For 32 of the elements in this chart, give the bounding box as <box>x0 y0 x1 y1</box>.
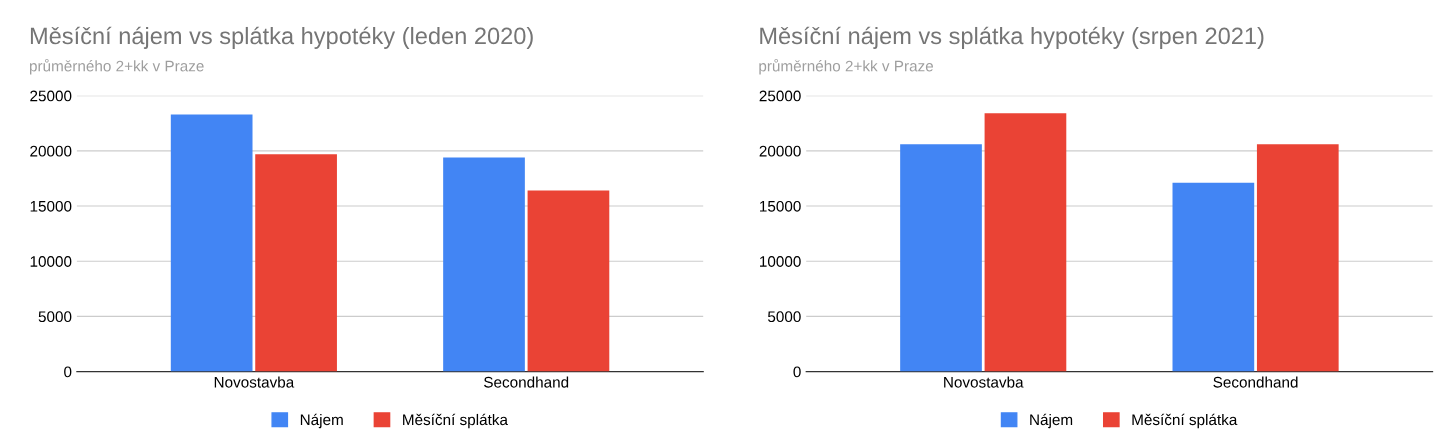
bar <box>443 157 525 372</box>
chart-title: Měsíční nájem vs splátka hypotéky (srpen 2021) <box>760 26 1264 49</box>
y-tick-label: 5000 <box>767 311 801 323</box>
x-tick-label: Secondhand <box>484 376 569 388</box>
y-tick-label: 0 <box>793 366 801 378</box>
legend-label: Nájem <box>1030 413 1073 429</box>
y-tick-label: 15000 <box>760 200 801 212</box>
y-tick-label: 25000 <box>759 90 801 102</box>
chart-title: Měsíční nájem vs splátka hypotéky (leden 2020) <box>30 26 533 49</box>
x-tick-label: Novostavba <box>944 376 1024 388</box>
bar <box>984 113 1067 372</box>
legend-label: Nájem <box>300 413 343 429</box>
bar <box>170 114 253 372</box>
chart-subtitle: průměrného 2+kk v Praze <box>759 59 934 75</box>
y-tick-label: 5000 <box>38 311 72 323</box>
legend-label: Měsíční splátka <box>403 413 508 429</box>
y-tick-label: 10000 <box>760 256 801 267</box>
chart-subtitle: průměrného 2+kk v Praze <box>29 59 204 75</box>
y-tick-label: 0 <box>64 366 72 378</box>
bar <box>255 154 337 372</box>
legend-label: Měsíční splátka <box>1132 413 1238 429</box>
bar <box>527 190 610 372</box>
y-tick-label: 15000 <box>30 200 72 212</box>
bar <box>900 144 982 372</box>
y-tick-label: 25000 <box>30 90 72 102</box>
x-tick-label: Novostavba <box>214 376 295 388</box>
y-tick-label: 20000 <box>759 145 801 157</box>
bar <box>1172 182 1255 372</box>
y-tick-label: 20000 <box>30 145 72 157</box>
bar <box>1256 144 1339 372</box>
x-tick-label: Secondhand <box>1213 376 1298 388</box>
y-tick-label: 10000 <box>30 256 72 267</box>
